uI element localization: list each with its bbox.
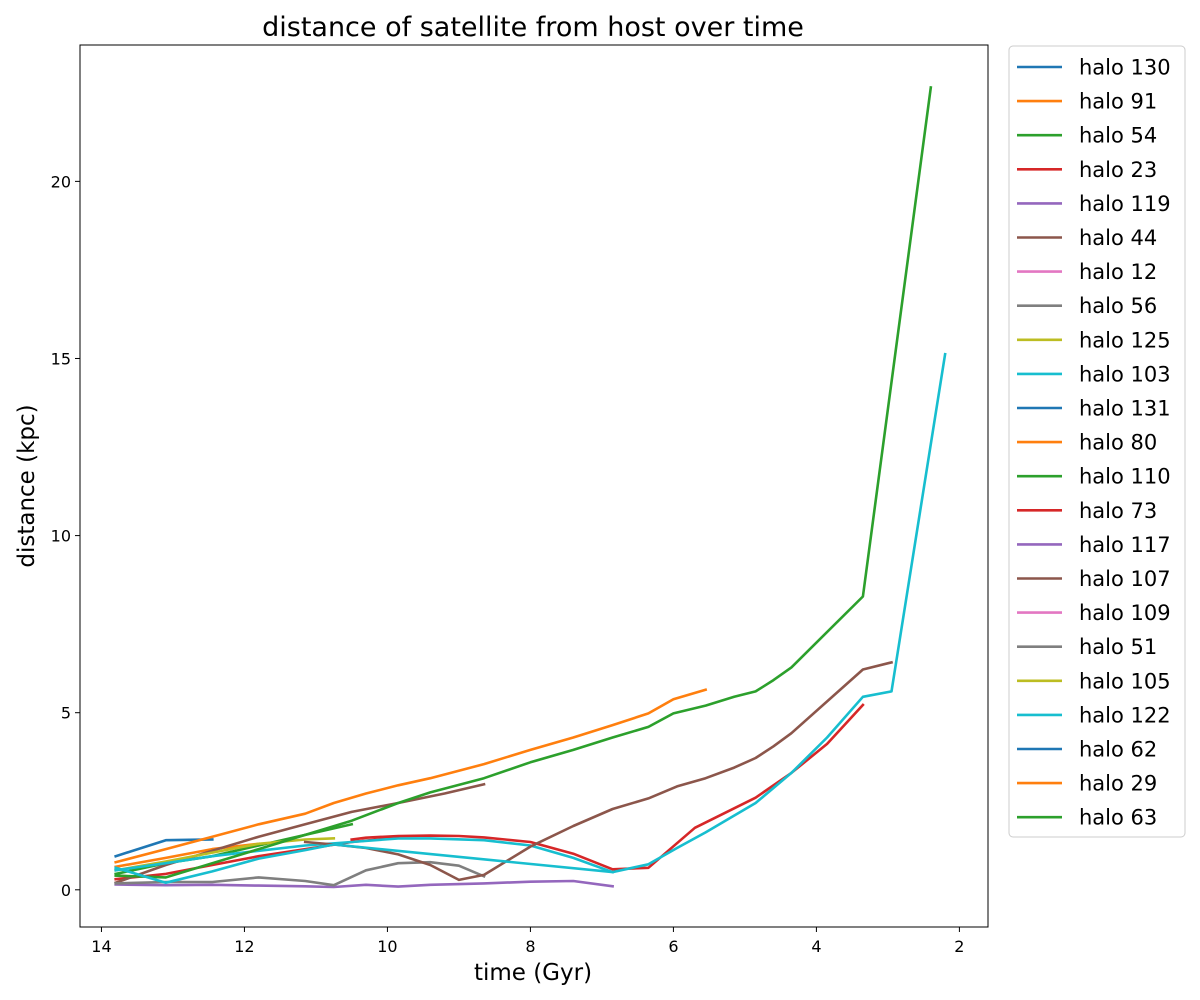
legend-label: halo 109 <box>1079 601 1171 625</box>
series-line-halo-103 <box>114 837 615 874</box>
legend-label: halo 130 <box>1079 56 1171 80</box>
legend-frame <box>1008 45 1186 838</box>
legend-label: halo 73 <box>1079 499 1157 523</box>
legend-label: halo 62 <box>1079 738 1157 762</box>
y-axis-title: distance (kpc) <box>14 404 40 567</box>
y-tick-label: 0 <box>61 881 71 900</box>
legend-label: halo 119 <box>1079 192 1171 216</box>
legend-label: halo 54 <box>1079 124 1157 148</box>
x-tick-label: 4 <box>811 937 821 956</box>
legend-label: halo 105 <box>1079 669 1171 693</box>
series-line-halo-130 <box>114 838 214 858</box>
series-line-halo-122 <box>114 352 947 885</box>
series-line-halo-56 <box>114 860 486 887</box>
legend-label: halo 131 <box>1079 397 1171 421</box>
x-axis-title: time (Gyr) <box>474 960 592 986</box>
legend-label: halo 103 <box>1079 362 1171 386</box>
legend-label: halo 23 <box>1079 158 1157 182</box>
legend-label: halo 51 <box>1079 635 1157 659</box>
plot-layer <box>114 86 947 889</box>
series-line-halo-107 <box>303 660 894 882</box>
x-tick-label: 6 <box>668 937 678 956</box>
x-tick-label: 12 <box>234 937 254 956</box>
legend-label: halo 107 <box>1079 567 1171 591</box>
series-line-halo-110 <box>114 86 933 879</box>
legend-label: halo 117 <box>1079 533 1171 557</box>
series-line-halo-125 <box>114 837 336 872</box>
legend-label: halo 110 <box>1079 465 1171 489</box>
y-axis-ticks: 0 5 10 15 20 <box>51 172 80 900</box>
legend-label: halo 44 <box>1079 226 1157 250</box>
chart-title: distance of satellite from host over tim… <box>262 12 804 43</box>
x-tick-label: 14 <box>91 937 111 956</box>
series-line-halo-73 <box>350 703 865 871</box>
x-tick-label: 8 <box>525 937 535 956</box>
legend-label: halo 12 <box>1079 260 1157 284</box>
plot-frame <box>79 44 989 928</box>
legend-label: halo 122 <box>1079 703 1171 727</box>
legend: halo 130 halo 91 halo 54 halo 23 halo 119 hal… <box>1008 45 1186 838</box>
series-line-halo-44 <box>114 782 486 885</box>
x-tick-label: 2 <box>954 937 964 956</box>
legend-label: halo 29 <box>1079 772 1157 796</box>
series-line-halo-91 <box>114 842 261 869</box>
y-tick-label: 5 <box>61 704 71 723</box>
y-tick-label: 15 <box>51 349 71 368</box>
legend-label: halo 63 <box>1079 806 1157 830</box>
x-tick-label: 10 <box>377 937 397 956</box>
series-line-halo-119 <box>114 879 615 889</box>
legend-label: halo 125 <box>1079 328 1171 352</box>
legend-label: halo 80 <box>1079 431 1157 455</box>
legend-label: halo 56 <box>1079 294 1157 318</box>
y-tick-label: 20 <box>51 172 71 191</box>
y-tick-label: 10 <box>51 527 71 546</box>
legend-label: halo 91 <box>1079 90 1157 114</box>
series-line-halo-80 <box>114 688 708 864</box>
x-axis-ticks: 14 12 10 8 6 4 2 <box>91 927 964 956</box>
